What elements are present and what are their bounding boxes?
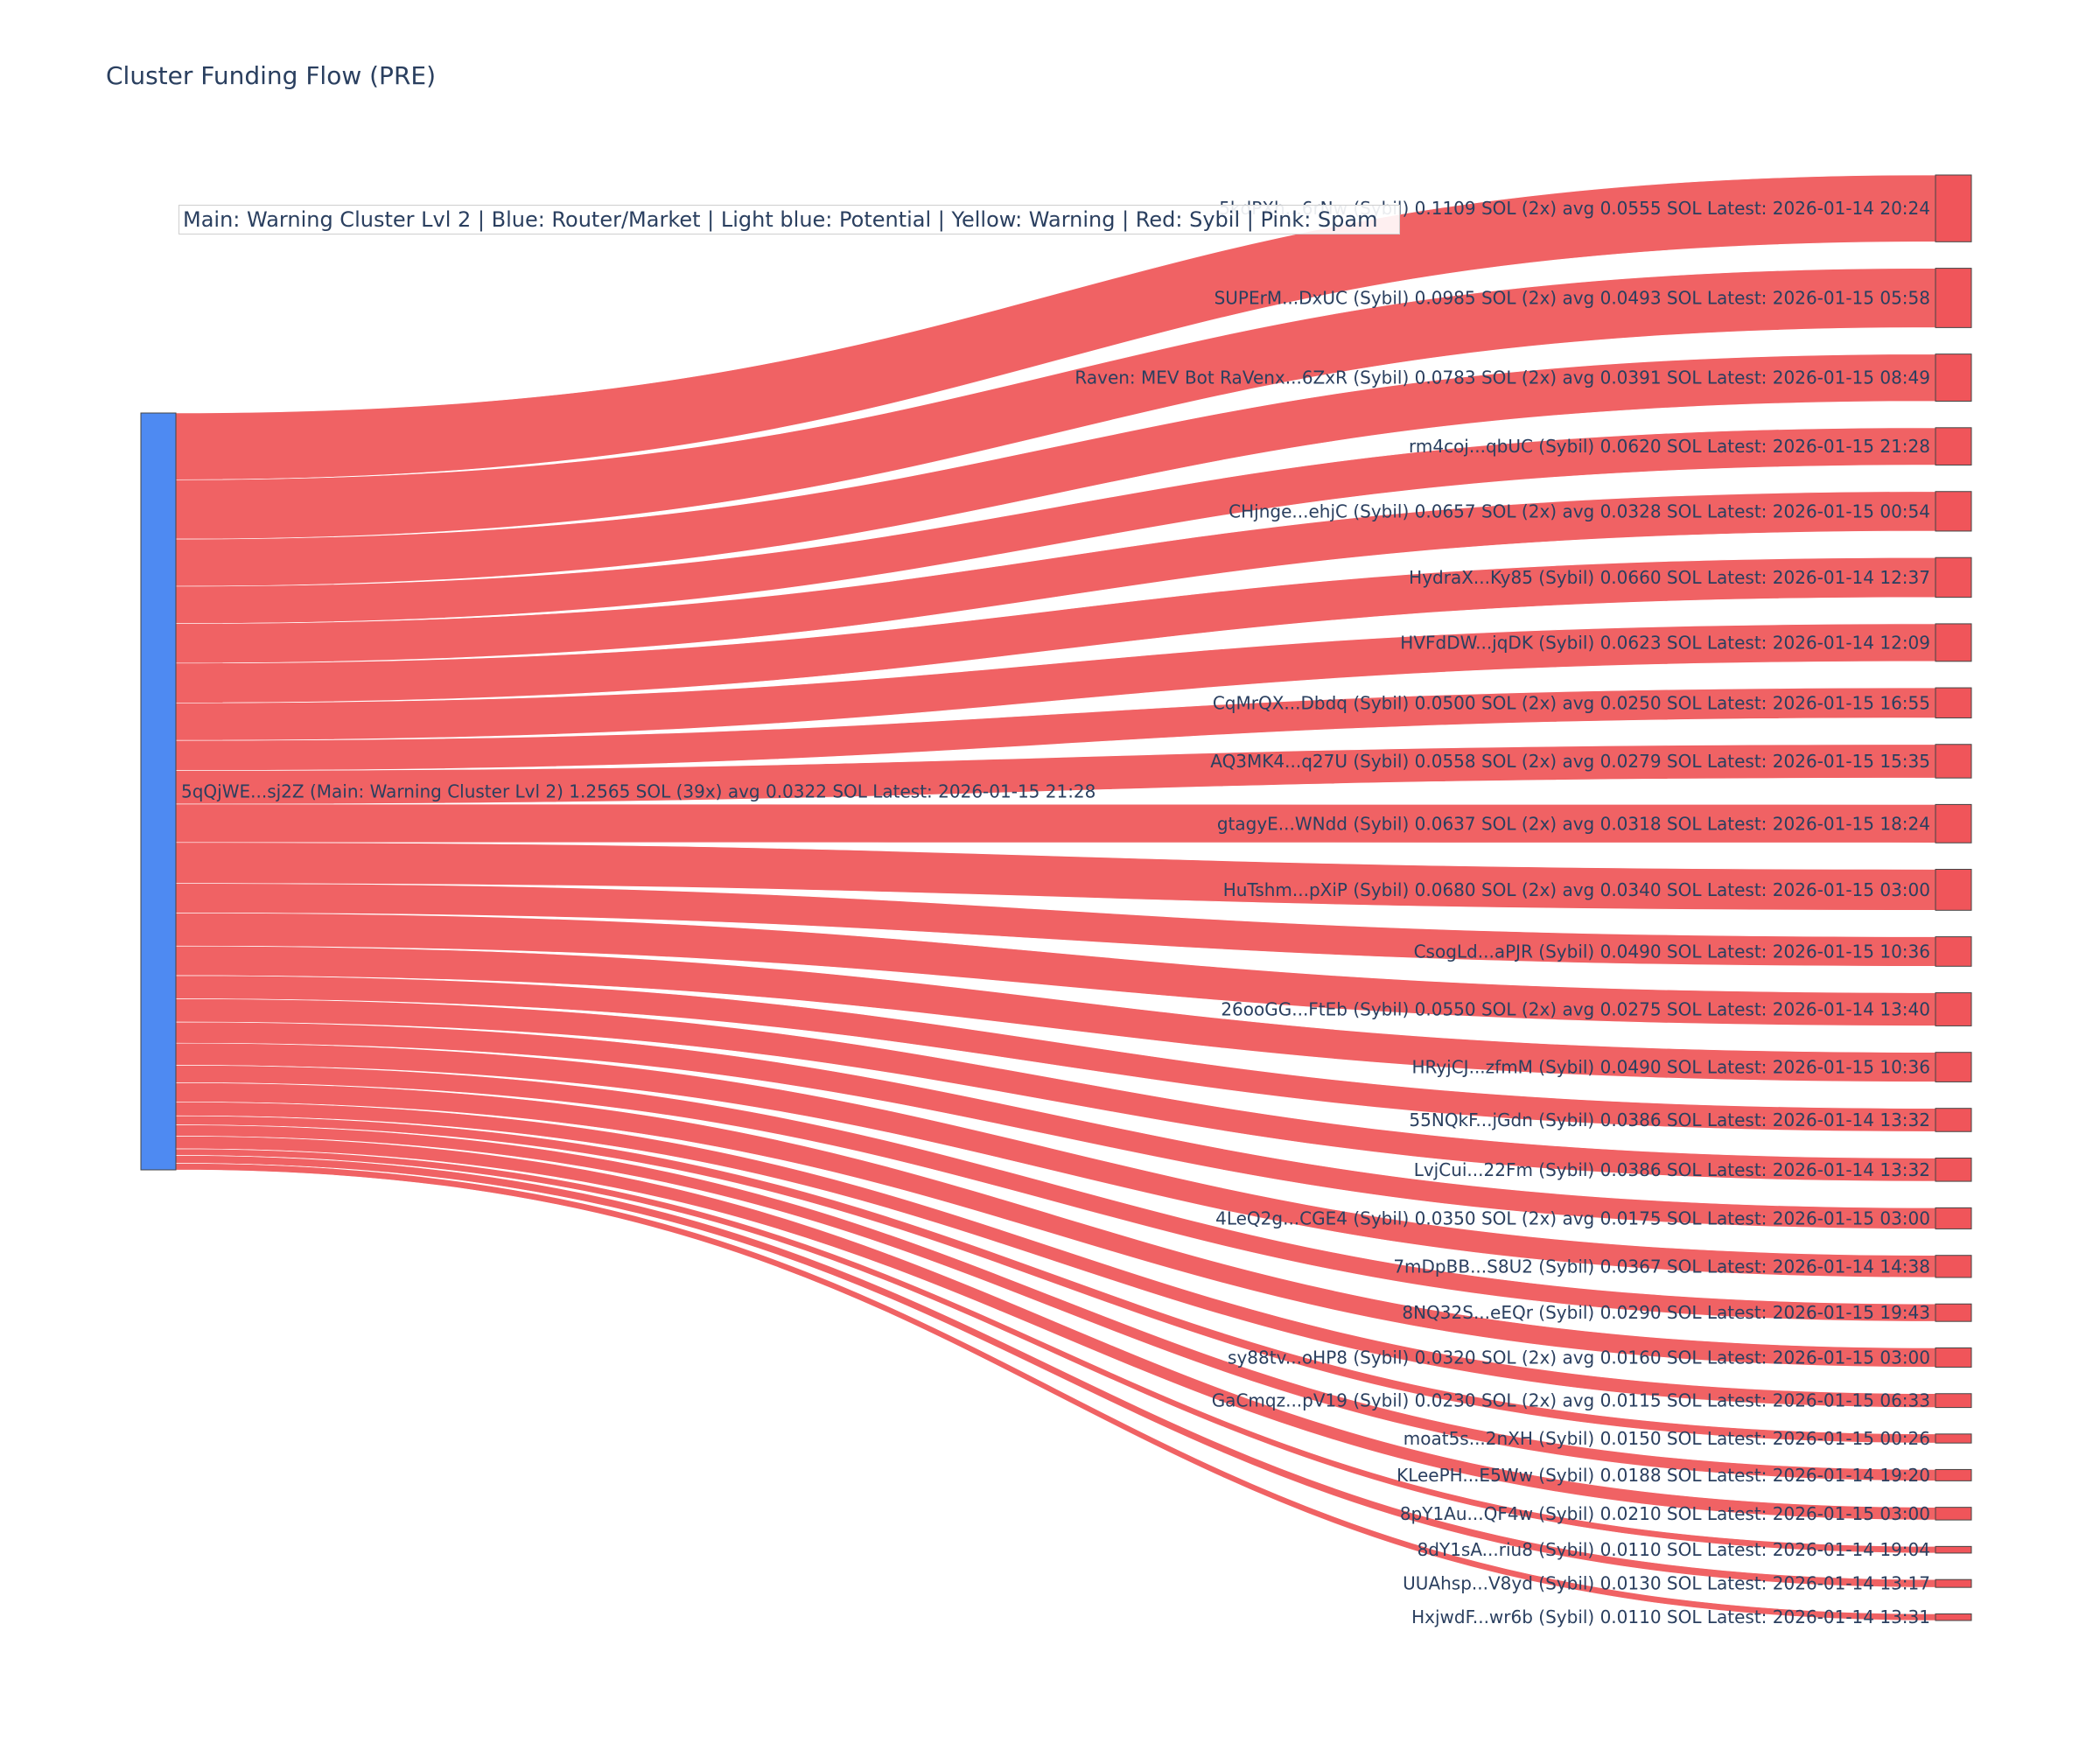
target-node-label: 26ooGG...FtEb (Sybil) 0.0550 SOL (2x) av…	[1221, 999, 1930, 1020]
target-node-label: HxjwdF...wr6b (Sybil) 0.0110 SOL Latest:…	[1411, 1606, 1930, 1628]
target-node-label: sy88tv...oHP8 (Sybil) 0.0320 SOL (2x) av…	[1228, 1347, 1930, 1368]
target-node[interactable]	[1935, 354, 1972, 402]
target-node-label: moat5s...2nXH (Sybil) 0.0150 SOL Latest:…	[1404, 1428, 1930, 1449]
legend-text: Main: Warning Cluster Lvl 2 | Blue: Rout…	[183, 207, 1378, 232]
target-node[interactable]	[1935, 1052, 1972, 1082]
target-node-label: UUAhsp...V8yd (Sybil) 0.0130 SOL Latest:…	[1403, 1573, 1930, 1594]
target-node[interactable]	[1935, 936, 1972, 967]
target-node-label: AQ3MK4...q27U (Sybil) 0.0558 SOL (2x) av…	[1210, 751, 1930, 772]
source-node[interactable]	[140, 412, 177, 1171]
legend-box: Main: Warning Cluster Lvl 2 | Blue: Rout…	[178, 205, 1400, 234]
target-node[interactable]	[1935, 1207, 1972, 1229]
target-node-label: 7mDpBB...S8U2 (Sybil) 0.0367 SOL Latest:…	[1393, 1256, 1930, 1277]
target-node[interactable]	[1935, 1158, 1972, 1182]
target-node[interactable]	[1935, 1393, 1972, 1409]
source-node-label: 5qQjWE...sj2Z (Main: Warning Cluster Lvl…	[181, 781, 1096, 802]
target-node[interactable]	[1935, 556, 1972, 598]
target-node-label: HuTshm...pXiP (Sybil) 0.0680 SOL (2x) av…	[1223, 879, 1930, 900]
target-node[interactable]	[1935, 174, 1972, 242]
target-node[interactable]	[1935, 744, 1972, 779]
nodes-layer	[140, 174, 1972, 1621]
labels-layer: 5kdPXh...6rNw (Sybil) 0.1109 SOL (2x) av…	[181, 198, 1930, 1628]
target-node[interactable]	[1935, 427, 1972, 466]
target-node[interactable]	[1935, 1468, 1972, 1481]
target-node[interactable]	[1935, 623, 1972, 662]
target-node-label: KLeePH...E5Ww (Sybil) 0.0188 SOL Latest:…	[1396, 1465, 1930, 1486]
chart-title: Cluster Funding Flow (PRE)	[106, 61, 437, 90]
target-node-label: 8pY1Au...QF4w (Sybil) 0.0210 SOL Latest:…	[1400, 1503, 1930, 1524]
target-node-label: LvjCui...22Fm (Sybil) 0.0386 SOL Latest:…	[1414, 1159, 1930, 1180]
target-node-label: 8NQ32S...eEQr (Sybil) 0.0290 SOL Latest:…	[1402, 1302, 1930, 1323]
target-node-label: CsogLd...aPJR (Sybil) 0.0490 SOL Latest:…	[1414, 941, 1930, 962]
target-node-label: 55NQkF...jGdn (Sybil) 0.0386 SOL Latest:…	[1409, 1110, 1930, 1130]
target-node[interactable]	[1935, 1578, 1972, 1588]
target-node-label: rm4coj...qbUC (Sybil) 0.0620 SOL Latest:…	[1409, 436, 1930, 457]
target-node[interactable]	[1935, 1433, 1972, 1444]
target-node[interactable]	[1935, 1347, 1972, 1368]
target-node-label: Raven: MEV Bot RaVenx...6ZxR (Sybil) 0.0…	[1074, 368, 1930, 388]
target-node-label: 8dY1sA...riu8 (Sybil) 0.0110 SOL Latest:…	[1418, 1539, 1930, 1560]
target-node[interactable]	[1935, 268, 1972, 328]
target-node-label: SUPErM...DxUC (Sybil) 0.0985 SOL (2x) av…	[1214, 287, 1930, 308]
target-node-label: 4LeQ2g...CGE4 (Sybil) 0.0350 SOL (2x) av…	[1215, 1208, 1930, 1228]
target-node-label: GaCmqz...pV19 (Sybil) 0.0230 SOL (2x) av…	[1212, 1390, 1930, 1411]
target-node[interactable]	[1935, 491, 1972, 532]
target-node[interactable]	[1935, 1303, 1972, 1322]
target-node-label: gtagyE...WNdd (Sybil) 0.0637 SOL (2x) av…	[1217, 813, 1930, 834]
target-node[interactable]	[1935, 803, 1972, 844]
target-node[interactable]	[1935, 1507, 1972, 1521]
target-node[interactable]	[1935, 1613, 1972, 1621]
target-node-label: CHjnge...ehjC (Sybil) 0.0657 SOL (2x) av…	[1228, 500, 1930, 522]
links-layer	[175, 174, 1936, 1621]
target-node[interactable]	[1935, 1108, 1972, 1132]
target-node[interactable]	[1935, 1545, 1972, 1554]
target-node[interactable]	[1935, 687, 1972, 718]
target-node[interactable]	[1935, 992, 1972, 1026]
target-node[interactable]	[1935, 869, 1972, 911]
target-node-label: HydraX...Ky85 (Sybil) 0.0660 SOL Latest:…	[1409, 567, 1930, 588]
target-node-label: HRyjCJ...zfmM (Sybil) 0.0490 SOL Latest:…	[1411, 1057, 1930, 1078]
target-node[interactable]	[1935, 1255, 1972, 1278]
target-node-label: CqMrQX...Dbdq (Sybil) 0.0500 SOL (2x) av…	[1213, 692, 1930, 713]
target-node-label: HVFdDW...jqDK (Sybil) 0.0623 SOL Latest:…	[1400, 632, 1930, 653]
